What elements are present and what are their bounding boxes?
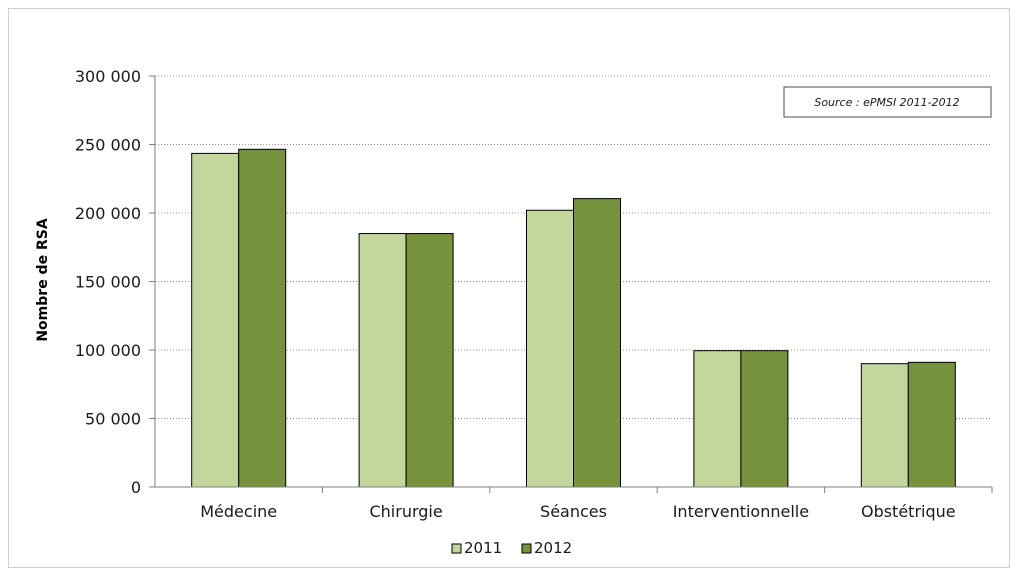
- axes: [154, 76, 993, 493]
- y-tick-label: 150 000: [75, 273, 141, 292]
- bar-2011-5: [860, 363, 909, 488]
- bar-2011-1: [191, 152, 240, 488]
- y-tick-label: 300 000: [75, 67, 141, 86]
- x-tick-labels: Médecine Chirurgie Séances Interventionnell…: [200, 502, 955, 521]
- bar-2011-4: [693, 350, 742, 488]
- bar-2012-2: [405, 233, 454, 488]
- legend-swatch-2011: [451, 543, 462, 554]
- legend-label-2011: 2011: [464, 539, 502, 557]
- y-tick-label: 100 000: [75, 341, 141, 360]
- bar-2011-3: [526, 209, 574, 488]
- bar-2012-3: [573, 198, 621, 488]
- legend: 2011 2012: [451, 539, 572, 557]
- x-tick-label: Chirurgie: [369, 502, 442, 521]
- bar-2012-5: [907, 361, 956, 488]
- bar-2012-1: [238, 148, 287, 488]
- gridlines: [149, 75, 992, 488]
- legend-label-2012: 2012: [534, 539, 572, 557]
- source-annotation: Source : ePMSI 2011-2012: [783, 86, 992, 118]
- legend-swatch-2012: [521, 543, 532, 554]
- bars: [191, 148, 956, 488]
- y-tick-label: 200 000: [75, 204, 141, 223]
- bar-2012-4: [740, 350, 789, 488]
- x-tick-label: Obstétrique: [861, 502, 956, 521]
- y-tick-label: 50 000: [85, 410, 141, 429]
- x-tick-label: Interventionnelle: [673, 502, 809, 521]
- y-tick-label: 250 000: [75, 136, 141, 155]
- y-tick-labels: 0 50 000 100 000 150 000 200 000 250 000 300 0…: [75, 67, 141, 497]
- x-tick-label: Séances: [540, 502, 607, 521]
- x-tick-label: Médecine: [200, 502, 277, 521]
- y-axis-title: Nombre de RSA: [35, 218, 51, 341]
- source-text: Source : ePMSI 2011-2012: [814, 96, 959, 109]
- bar-2011-2: [358, 233, 407, 488]
- y-tick-label: 0: [131, 478, 141, 497]
- source-box: [783, 86, 992, 118]
